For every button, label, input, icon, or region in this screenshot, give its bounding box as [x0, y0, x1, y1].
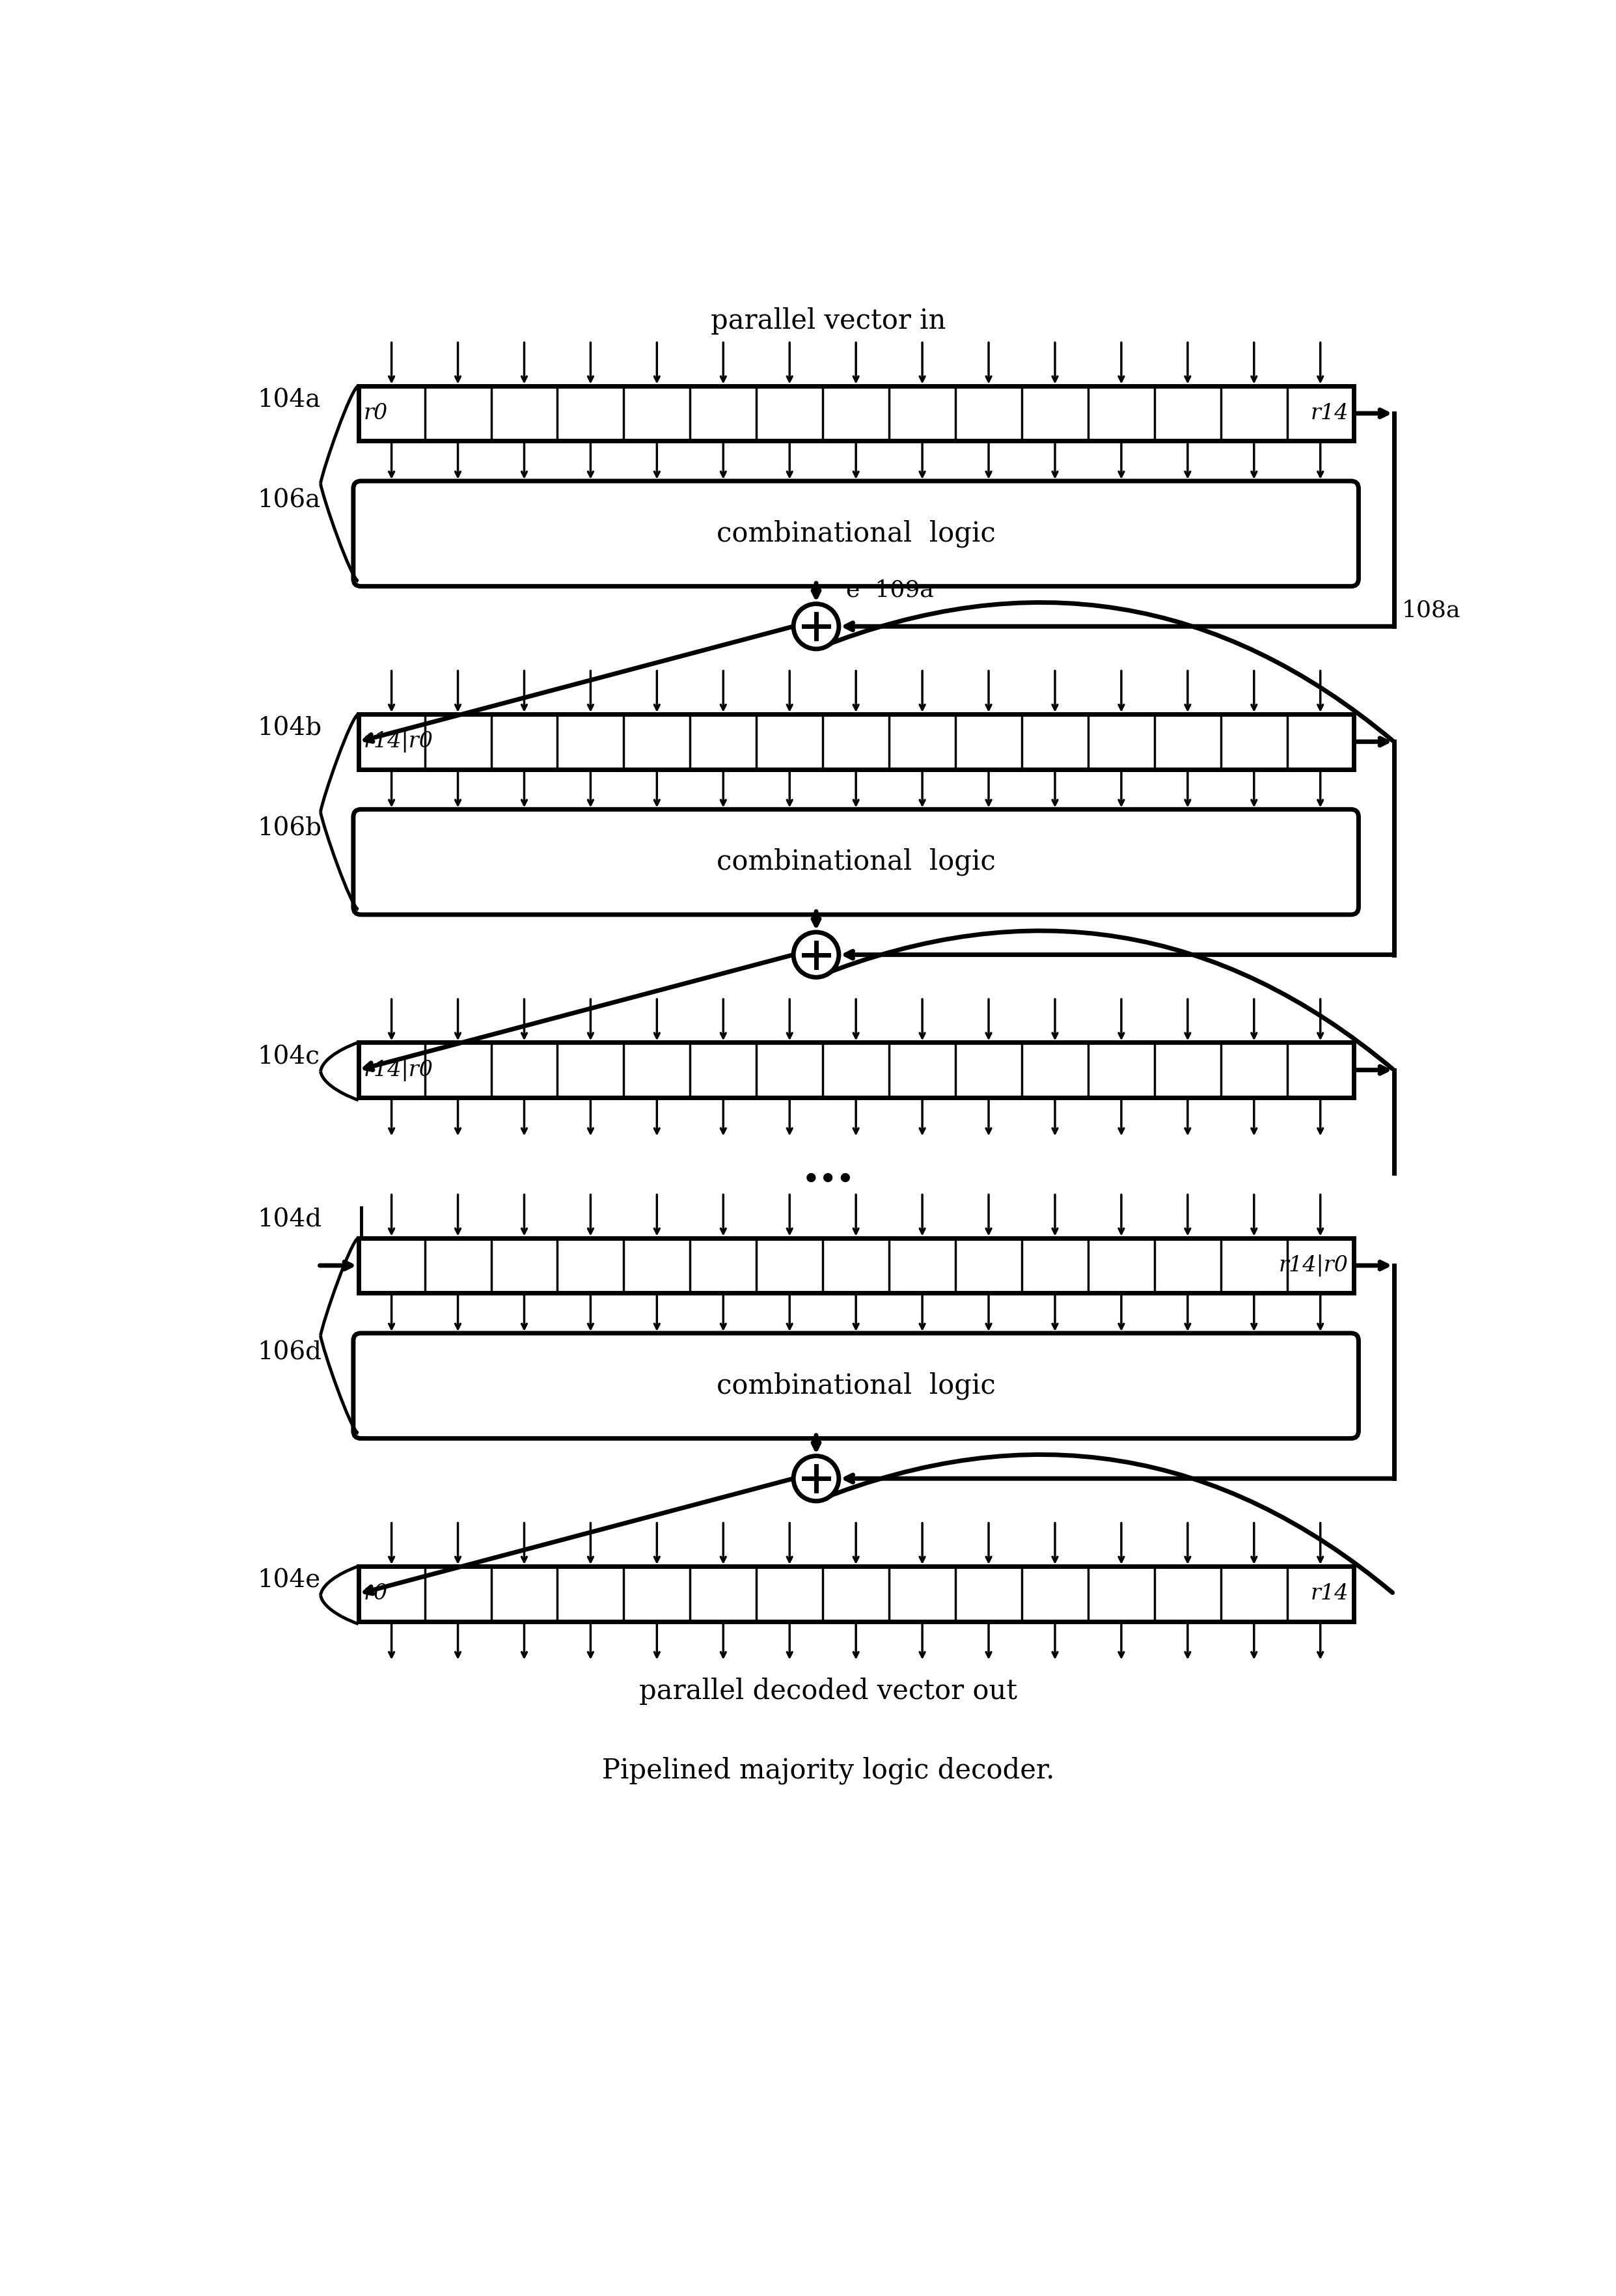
FancyBboxPatch shape — [354, 1334, 1359, 1437]
Text: 106d: 106d — [257, 1341, 322, 1364]
Text: combinational  logic: combinational logic — [716, 847, 995, 875]
Text: r14|r0: r14|r0 — [364, 730, 433, 753]
Circle shape — [793, 932, 839, 978]
Text: 104a: 104a — [257, 388, 322, 413]
Text: combinational  logic: combinational logic — [716, 519, 995, 546]
Bar — [359, 1566, 1354, 1621]
Text: r0: r0 — [364, 1584, 388, 1605]
Text: 104b: 104b — [257, 716, 322, 742]
FancyBboxPatch shape — [354, 482, 1359, 585]
FancyBboxPatch shape — [354, 810, 1359, 914]
Text: Pipelined majority logic decoder.: Pipelined majority logic decoder. — [601, 1756, 1055, 1784]
Text: 106b: 106b — [257, 817, 322, 840]
Circle shape — [793, 1456, 839, 1502]
Text: 104e: 104e — [257, 1568, 320, 1593]
Circle shape — [793, 604, 839, 650]
Text: 104c: 104c — [257, 1045, 320, 1070]
Bar — [359, 714, 1354, 769]
Text: parallel vector in: parallel vector in — [711, 308, 945, 335]
Text: e  109a: e 109a — [847, 579, 934, 602]
Text: combinational  logic: combinational logic — [716, 1373, 995, 1401]
Bar — [359, 1238, 1354, 1293]
Text: 108a: 108a — [1401, 599, 1461, 622]
Text: 104d: 104d — [257, 1208, 322, 1233]
Bar — [359, 1042, 1354, 1097]
Text: r14|r0: r14|r0 — [1278, 1254, 1348, 1277]
Text: parallel decoded vector out: parallel decoded vector out — [640, 1678, 1016, 1706]
Text: ...: ... — [802, 1143, 855, 1192]
Text: r0: r0 — [364, 404, 388, 425]
Text: r14: r14 — [1311, 404, 1348, 425]
Text: r14: r14 — [1311, 1584, 1348, 1605]
Text: 106a: 106a — [257, 489, 320, 512]
Bar — [359, 386, 1354, 441]
Text: r14|r0: r14|r0 — [364, 1058, 433, 1081]
